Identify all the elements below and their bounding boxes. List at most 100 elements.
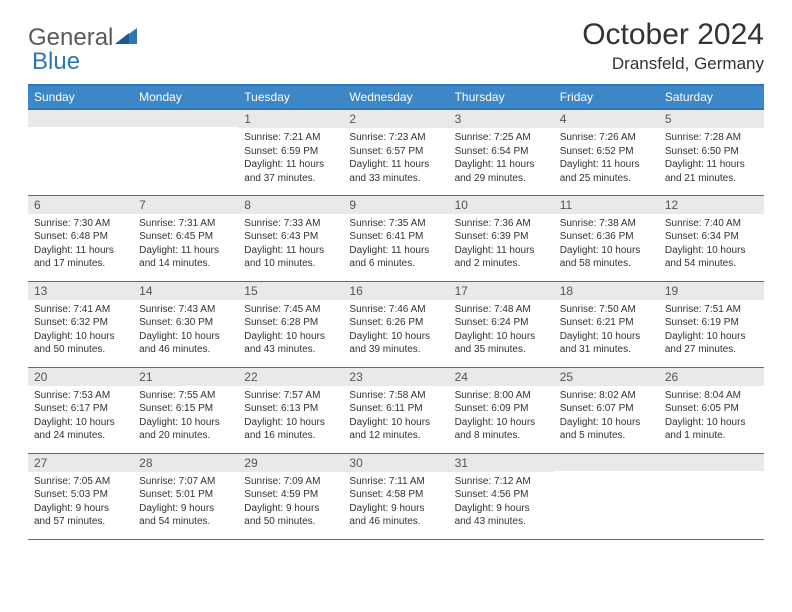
day-content: Sunrise: 7:25 AMSunset: 6:54 PMDaylight:… — [449, 128, 554, 189]
day-number: 5 — [659, 110, 764, 128]
day-content: Sunrise: 7:38 AMSunset: 6:36 PMDaylight:… — [554, 214, 659, 275]
calendar-cell: 4Sunrise: 7:26 AMSunset: 6:52 PMDaylight… — [554, 109, 659, 195]
day-content: Sunrise: 7:31 AMSunset: 6:45 PMDaylight:… — [133, 214, 238, 275]
day-number: 19 — [659, 282, 764, 300]
calendar-cell: 27Sunrise: 7:05 AMSunset: 5:03 PMDayligh… — [28, 453, 133, 539]
day-number: 14 — [133, 282, 238, 300]
calendar-week-row: 13Sunrise: 7:41 AMSunset: 6:32 PMDayligh… — [28, 281, 764, 367]
calendar-cell — [554, 453, 659, 539]
day-content: Sunrise: 7:36 AMSunset: 6:39 PMDaylight:… — [449, 214, 554, 275]
day-content: Sunrise: 7:43 AMSunset: 6:30 PMDaylight:… — [133, 300, 238, 361]
calendar-cell: 3Sunrise: 7:25 AMSunset: 6:54 PMDaylight… — [449, 109, 554, 195]
day-content: Sunrise: 8:02 AMSunset: 6:07 PMDaylight:… — [554, 386, 659, 447]
location-label: Dransfeld, Germany — [582, 54, 764, 74]
calendar-cell: 26Sunrise: 8:04 AMSunset: 6:05 PMDayligh… — [659, 367, 764, 453]
calendar-cell: 22Sunrise: 7:57 AMSunset: 6:13 PMDayligh… — [238, 367, 343, 453]
day-header: Thursday — [449, 85, 554, 109]
day-content: Sunrise: 7:09 AMSunset: 4:59 PMDaylight:… — [238, 472, 343, 533]
calendar-cell: 18Sunrise: 7:50 AMSunset: 6:21 PMDayligh… — [554, 281, 659, 367]
day-number: 3 — [449, 110, 554, 128]
day-content — [133, 127, 238, 187]
day-content: Sunrise: 7:46 AMSunset: 6:26 PMDaylight:… — [343, 300, 448, 361]
day-content: Sunrise: 7:23 AMSunset: 6:57 PMDaylight:… — [343, 128, 448, 189]
calendar-cell: 6Sunrise: 7:30 AMSunset: 6:48 PMDaylight… — [28, 195, 133, 281]
day-number: 10 — [449, 196, 554, 214]
calendar-cell: 2Sunrise: 7:23 AMSunset: 6:57 PMDaylight… — [343, 109, 448, 195]
day-content: Sunrise: 7:55 AMSunset: 6:15 PMDaylight:… — [133, 386, 238, 447]
day-number: 9 — [343, 196, 448, 214]
day-content: Sunrise: 7:11 AMSunset: 4:58 PMDaylight:… — [343, 472, 448, 533]
day-number: 25 — [554, 368, 659, 386]
calendar-body: 1Sunrise: 7:21 AMSunset: 6:59 PMDaylight… — [28, 109, 764, 539]
day-content: Sunrise: 7:30 AMSunset: 6:48 PMDaylight:… — [28, 214, 133, 275]
day-number: 16 — [343, 282, 448, 300]
day-content: Sunrise: 7:21 AMSunset: 6:59 PMDaylight:… — [238, 128, 343, 189]
calendar-week-row: 6Sunrise: 7:30 AMSunset: 6:48 PMDaylight… — [28, 195, 764, 281]
day-number: 30 — [343, 454, 448, 472]
day-number: 20 — [28, 368, 133, 386]
day-number: 26 — [659, 368, 764, 386]
day-content: Sunrise: 7:28 AMSunset: 6:50 PMDaylight:… — [659, 128, 764, 189]
day-content: Sunrise: 7:07 AMSunset: 5:01 PMDaylight:… — [133, 472, 238, 533]
day-number — [28, 110, 133, 127]
day-content: Sunrise: 7:48 AMSunset: 6:24 PMDaylight:… — [449, 300, 554, 361]
day-number: 31 — [449, 454, 554, 472]
calendar-cell: 24Sunrise: 8:00 AMSunset: 6:09 PMDayligh… — [449, 367, 554, 453]
calendar-cell: 1Sunrise: 7:21 AMSunset: 6:59 PMDaylight… — [238, 109, 343, 195]
page-header: General October 2024 Dransfeld, Germany — [28, 18, 764, 74]
day-header-row: Sunday Monday Tuesday Wednesday Thursday… — [28, 85, 764, 109]
calendar-cell: 14Sunrise: 7:43 AMSunset: 6:30 PMDayligh… — [133, 281, 238, 367]
day-number: 1 — [238, 110, 343, 128]
calendar-week-row: 27Sunrise: 7:05 AMSunset: 5:03 PMDayligh… — [28, 453, 764, 539]
day-number: 11 — [554, 196, 659, 214]
calendar-table: Sunday Monday Tuesday Wednesday Thursday… — [28, 84, 764, 540]
calendar-cell: 15Sunrise: 7:45 AMSunset: 6:28 PMDayligh… — [238, 281, 343, 367]
day-number: 29 — [238, 454, 343, 472]
calendar-cell: 9Sunrise: 7:35 AMSunset: 6:41 PMDaylight… — [343, 195, 448, 281]
calendar-cell: 13Sunrise: 7:41 AMSunset: 6:32 PMDayligh… — [28, 281, 133, 367]
day-content: Sunrise: 7:57 AMSunset: 6:13 PMDaylight:… — [238, 386, 343, 447]
day-number: 15 — [238, 282, 343, 300]
logo-triangle-icon — [115, 26, 137, 51]
day-number — [659, 454, 764, 471]
day-number — [554, 454, 659, 471]
day-number: 12 — [659, 196, 764, 214]
calendar-cell — [28, 109, 133, 195]
day-number: 6 — [28, 196, 133, 214]
day-number: 7 — [133, 196, 238, 214]
day-content: Sunrise: 7:05 AMSunset: 5:03 PMDaylight:… — [28, 472, 133, 533]
calendar-cell: 17Sunrise: 7:48 AMSunset: 6:24 PMDayligh… — [449, 281, 554, 367]
day-content: Sunrise: 7:33 AMSunset: 6:43 PMDaylight:… — [238, 214, 343, 275]
calendar-cell — [659, 453, 764, 539]
calendar-cell: 8Sunrise: 7:33 AMSunset: 6:43 PMDaylight… — [238, 195, 343, 281]
calendar-cell: 5Sunrise: 7:28 AMSunset: 6:50 PMDaylight… — [659, 109, 764, 195]
day-header: Tuesday — [238, 85, 343, 109]
day-content: Sunrise: 7:12 AMSunset: 4:56 PMDaylight:… — [449, 472, 554, 533]
calendar-cell: 12Sunrise: 7:40 AMSunset: 6:34 PMDayligh… — [659, 195, 764, 281]
calendar-cell: 30Sunrise: 7:11 AMSunset: 4:58 PMDayligh… — [343, 453, 448, 539]
day-content: Sunrise: 7:41 AMSunset: 6:32 PMDaylight:… — [28, 300, 133, 361]
calendar-page: General October 2024 Dransfeld, Germany … — [0, 0, 792, 558]
calendar-cell: 25Sunrise: 8:02 AMSunset: 6:07 PMDayligh… — [554, 367, 659, 453]
month-title: October 2024 — [582, 18, 764, 52]
day-header: Friday — [554, 85, 659, 109]
day-number: 27 — [28, 454, 133, 472]
day-number: 13 — [28, 282, 133, 300]
day-header: Wednesday — [343, 85, 448, 109]
calendar-cell — [133, 109, 238, 195]
calendar-cell: 16Sunrise: 7:46 AMSunset: 6:26 PMDayligh… — [343, 281, 448, 367]
calendar-cell: 19Sunrise: 7:51 AMSunset: 6:19 PMDayligh… — [659, 281, 764, 367]
logo: General — [28, 18, 139, 52]
day-content: Sunrise: 7:50 AMSunset: 6:21 PMDaylight:… — [554, 300, 659, 361]
day-header: Monday — [133, 85, 238, 109]
day-content: Sunrise: 7:40 AMSunset: 6:34 PMDaylight:… — [659, 214, 764, 275]
day-content: Sunrise: 7:45 AMSunset: 6:28 PMDaylight:… — [238, 300, 343, 361]
title-block: October 2024 Dransfeld, Germany — [582, 18, 764, 74]
day-number — [133, 110, 238, 127]
day-content: Sunrise: 7:58 AMSunset: 6:11 PMDaylight:… — [343, 386, 448, 447]
day-content: Sunrise: 7:51 AMSunset: 6:19 PMDaylight:… — [659, 300, 764, 361]
day-number: 18 — [554, 282, 659, 300]
day-number: 17 — [449, 282, 554, 300]
day-content — [554, 471, 659, 531]
calendar-cell: 7Sunrise: 7:31 AMSunset: 6:45 PMDaylight… — [133, 195, 238, 281]
